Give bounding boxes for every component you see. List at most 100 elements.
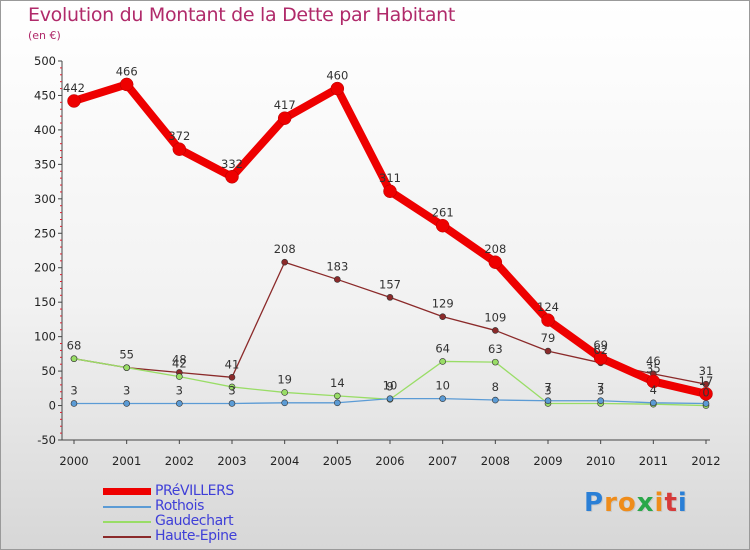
data-label: 17	[699, 374, 714, 388]
data-label: 442	[63, 81, 85, 95]
legend-label: Haute-Epine	[155, 528, 237, 544]
data-point	[544, 347, 552, 355]
data-label: 3	[544, 383, 551, 397]
data-label: 417	[274, 98, 296, 112]
data-label: 7	[544, 381, 551, 395]
data-point	[176, 373, 183, 380]
x-tick-label: 2005	[323, 454, 352, 468]
data-label: 208	[274, 242, 296, 256]
data-point	[699, 387, 713, 401]
data-point	[334, 399, 341, 407]
data-label: 460	[326, 69, 348, 83]
data-point	[281, 399, 288, 407]
data-label: 62	[593, 343, 608, 357]
x-tick-label: 2009	[533, 454, 562, 468]
data-label: 69	[593, 338, 608, 352]
data-label: 311	[379, 171, 401, 185]
chart-title: Evolution du Montant de la Dette par Hab…	[28, 4, 456, 26]
data-label: 68	[67, 339, 82, 353]
data-label: 10	[435, 379, 450, 393]
data-label: 109	[484, 310, 506, 324]
data-point	[386, 294, 394, 301]
legend-label: Gaudechart	[155, 513, 234, 529]
logo-letter: P	[584, 488, 605, 518]
y-tick-label: 200	[34, 261, 56, 275]
data-label: 9	[386, 379, 393, 393]
data-point	[176, 400, 183, 407]
data-label: 14	[330, 376, 345, 390]
data-label: 10	[383, 379, 398, 393]
data-point	[541, 313, 555, 327]
proxiti-logo: Proxiti	[584, 488, 688, 518]
data-label: 157	[379, 277, 401, 291]
logo-letter: t	[664, 488, 678, 518]
data-point	[492, 358, 499, 366]
data-point	[70, 400, 78, 407]
data-point	[70, 355, 78, 362]
x-tick-label: 2008	[481, 454, 510, 468]
data-point	[67, 94, 81, 108]
data-label: 46	[646, 354, 661, 368]
data-label: 261	[432, 206, 454, 220]
data-point	[386, 395, 394, 402]
data-point	[123, 364, 130, 371]
data-point	[123, 400, 130, 407]
data-label: 0	[702, 386, 709, 400]
data-point	[488, 255, 503, 269]
data-point	[228, 400, 236, 407]
y-tick-label: 400	[34, 123, 56, 137]
legend-swatch	[103, 488, 151, 495]
logo-letter: i	[677, 488, 688, 518]
data-label: 3	[597, 383, 604, 397]
logo-letter: r	[604, 488, 618, 518]
data-label: 42	[172, 357, 187, 371]
data-point	[281, 389, 288, 396]
data-label: 31	[699, 364, 714, 378]
data-label: 4	[650, 383, 657, 397]
legend-swatch	[103, 521, 151, 523]
data-label: 8	[492, 380, 499, 394]
data-point	[646, 374, 661, 389]
data-point	[334, 276, 341, 283]
data-label: 372	[168, 129, 190, 143]
data-label: 3	[70, 383, 77, 397]
x-tick-label: 2004	[270, 454, 299, 468]
x-tick-label: 2000	[59, 454, 88, 468]
data-point	[277, 111, 292, 125]
y-tick-label: 300	[34, 192, 56, 206]
data-label: 3	[228, 383, 235, 397]
data-point	[597, 397, 604, 405]
legend-label: Rothois	[155, 498, 204, 514]
data-point	[228, 373, 236, 381]
data-point	[330, 81, 345, 96]
data-point	[544, 397, 552, 405]
data-label: 35	[646, 361, 661, 375]
data-point	[492, 396, 499, 404]
y-tick-label: 150	[34, 295, 56, 309]
y-tick-label: 0	[49, 399, 56, 413]
data-label: 55	[119, 348, 134, 362]
data-label: 124	[537, 300, 559, 314]
y-tick-label: 100	[34, 330, 56, 344]
y-tick-label: -50	[37, 433, 56, 447]
data-point	[439, 358, 446, 365]
data-point	[383, 184, 397, 198]
x-tick-label: 2006	[375, 454, 404, 468]
data-point	[492, 327, 499, 334]
x-tick-label: 2011	[639, 454, 668, 468]
data-point	[650, 399, 657, 407]
data-label: 79	[541, 331, 556, 345]
legend-swatch	[103, 536, 151, 538]
data-label: 3	[123, 383, 130, 397]
data-label: 41	[225, 357, 240, 371]
data-point	[439, 395, 446, 402]
data-label: 3	[176, 383, 183, 397]
x-tick-label: 2001	[112, 454, 141, 468]
data-label: 332	[221, 157, 243, 171]
chart-subtitle: (en €)	[28, 29, 61, 42]
x-tick-label: 2007	[428, 454, 457, 468]
y-tick-label: 350	[34, 157, 56, 171]
x-tick-label: 2012	[691, 454, 720, 468]
x-tick-label: 2003	[217, 454, 246, 468]
